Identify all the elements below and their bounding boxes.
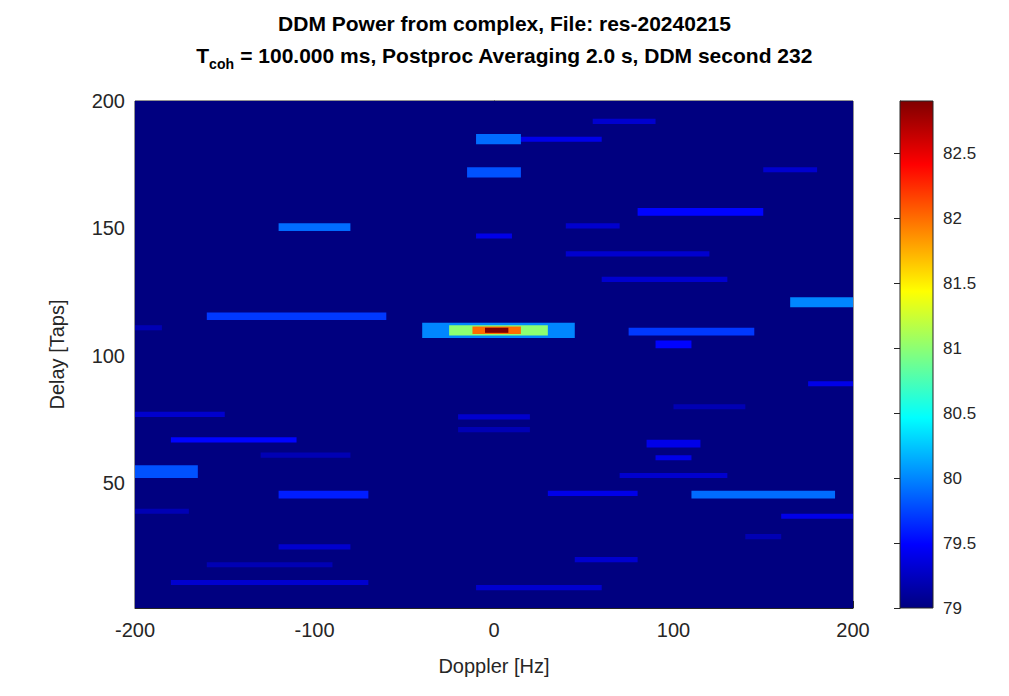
svg-text:82.5: 82.5 <box>943 144 976 163</box>
svg-text:79: 79 <box>943 599 962 618</box>
svg-text:= 100.000 ms, Postproc Averagi: = 100.000 ms, Postproc Averaging 2.0 s, … <box>234 44 812 67</box>
svg-text:200: 200 <box>836 619 869 641</box>
svg-text:Delay [Taps]: Delay [Taps] <box>46 299 68 409</box>
svg-text:-100: -100 <box>294 619 334 641</box>
svg-text:80: 80 <box>943 469 962 488</box>
svg-text:82: 82 <box>943 209 962 228</box>
svg-text:50: 50 <box>103 472 125 494</box>
svg-text:-200: -200 <box>115 619 155 641</box>
svg-text:coh: coh <box>209 56 234 72</box>
svg-text:150: 150 <box>92 217 125 239</box>
svg-text:100: 100 <box>92 345 125 367</box>
svg-text:81.5: 81.5 <box>943 274 976 293</box>
svg-text:0: 0 <box>488 619 499 641</box>
svg-text:79.5: 79.5 <box>943 534 976 553</box>
svg-text:81: 81 <box>943 339 962 358</box>
svg-text:100: 100 <box>657 619 690 641</box>
svg-text:T: T <box>196 44 209 67</box>
svg-text:80.5: 80.5 <box>943 404 976 423</box>
svg-text:200: 200 <box>92 90 125 112</box>
svg-text:Doppler [Hz]: Doppler [Hz] <box>438 655 549 677</box>
svg-text:DDM Power from complex, File:: DDM Power from complex, File: res-202402… <box>278 12 731 35</box>
